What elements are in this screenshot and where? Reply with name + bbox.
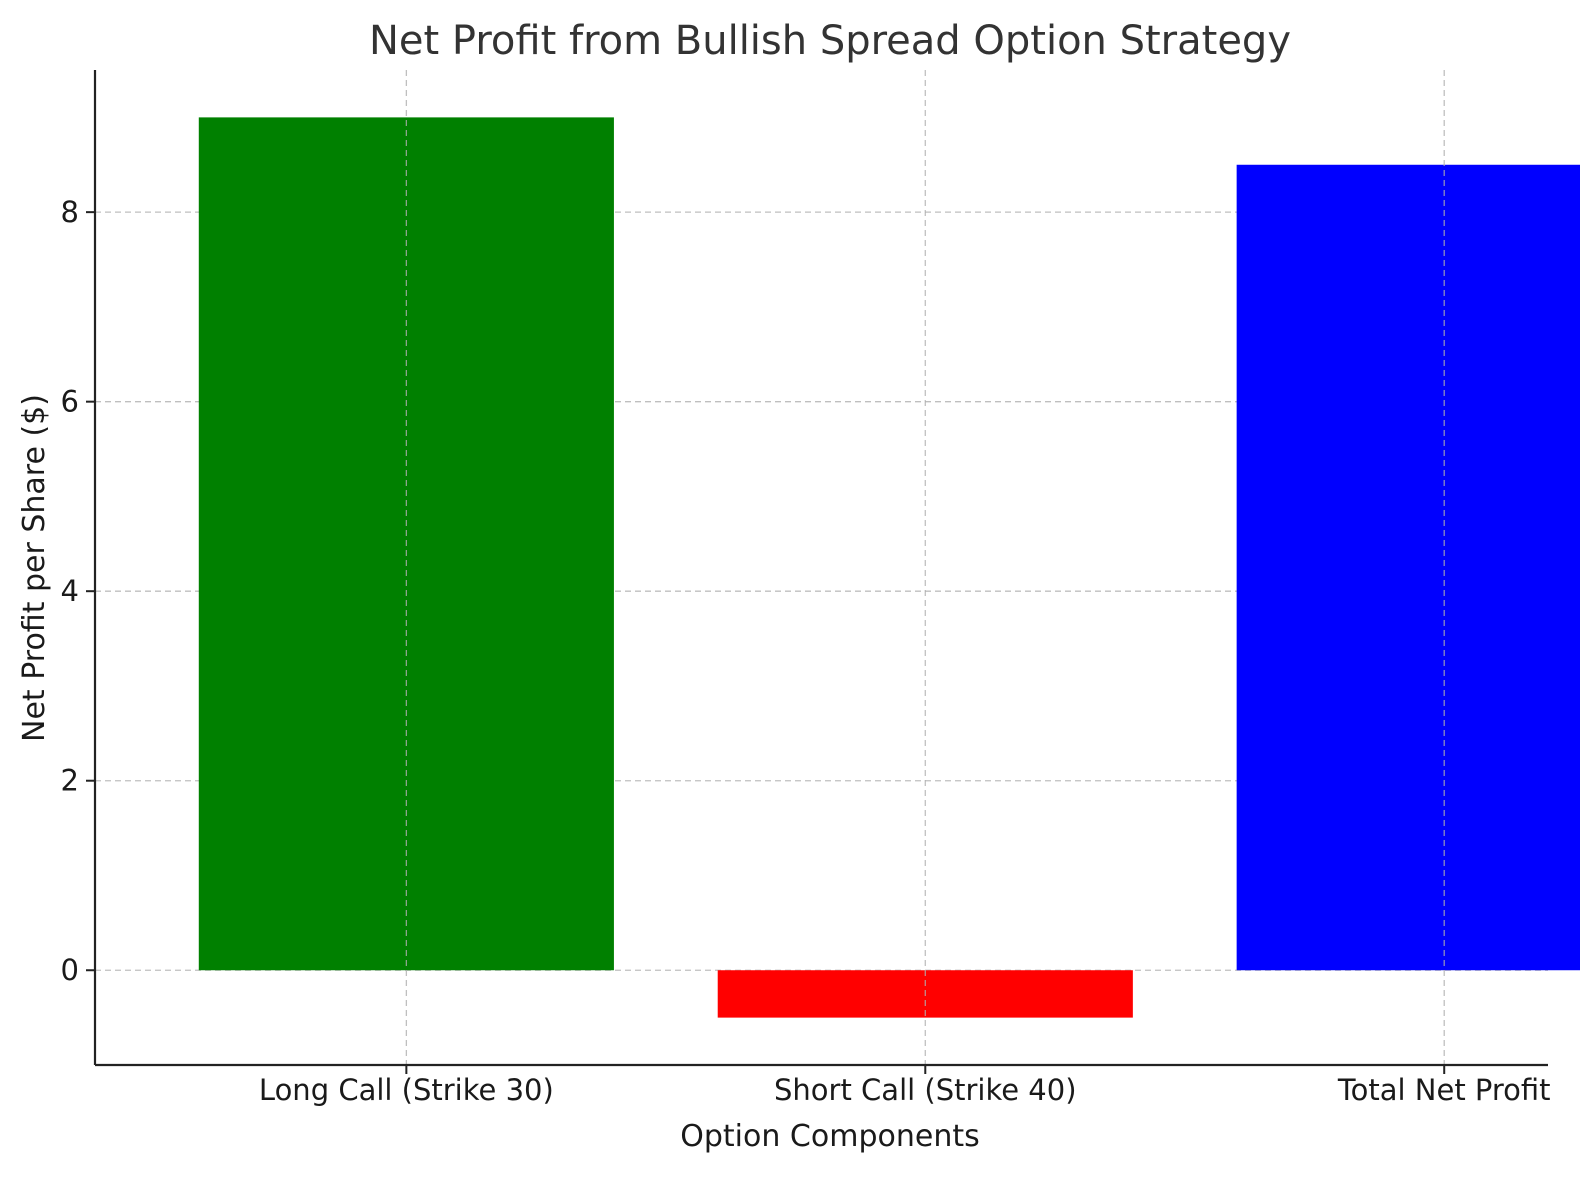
y-tick-label: 6 [61,385,79,419]
y-tick-label: 8 [61,195,79,229]
y-axis-label: Net Profit per Share ($) [17,394,52,742]
chart-title: Net Profit from Bullish Spread Option St… [369,18,1291,64]
y-tick-label: 2 [61,764,79,798]
x-ticks: Long Call (Strike 30) Short Call (Strike … [259,1065,1551,1107]
bar-2 [1236,164,1580,971]
y-tick-label: 4 [61,574,79,608]
x-tick-label: Long Call (Strike 30) [259,1073,554,1107]
x-tick-label: Total Net Profit [1337,1073,1551,1107]
x-grid [405,70,1445,1065]
x-axis-label: Option Components [680,1119,979,1154]
x-tick-label: Short Call (Strike 40) [774,1073,1077,1107]
bars [198,117,1580,1018]
y-ticks: 0 2 4 6 8 [61,195,95,987]
y-tick-label: 0 [61,953,79,987]
